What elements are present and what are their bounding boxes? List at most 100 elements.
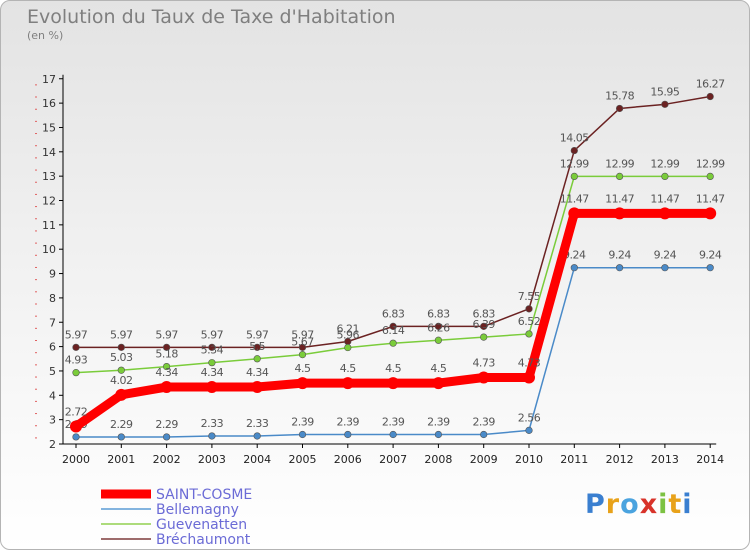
data-label: 5.03: [110, 351, 133, 364]
data-label: 2.39: [427, 416, 450, 429]
data-point: [344, 430, 352, 439]
y-tick-label: 7: [49, 316, 56, 329]
y-tick-label: 11: [42, 219, 56, 232]
y-tick-label: 5: [49, 365, 56, 378]
data-point: [251, 381, 264, 394]
data-point: [208, 359, 216, 367]
data-label: 2.39: [337, 416, 360, 429]
data-point: [253, 343, 261, 351]
data-point: [434, 336, 443, 344]
data-point: [160, 381, 173, 394]
data-label: 2.39: [472, 416, 495, 429]
data-label: 5.97: [65, 328, 88, 341]
x-tick-label: 2002: [153, 453, 181, 466]
data-point: [389, 430, 397, 439]
data-point: [525, 426, 533, 434]
data-label: 4.5: [385, 362, 401, 375]
data-label: 7.55: [518, 290, 541, 303]
x-tick-label: 2008: [424, 453, 452, 466]
y-unit-label: (en %): [27, 29, 64, 42]
x-tick-label: 2012: [606, 453, 634, 466]
data-label: 6.14: [382, 324, 405, 337]
data-label: 6.83: [427, 307, 450, 320]
x-tick-label: 2001: [107, 453, 135, 466]
x-tick-label: 2010: [515, 453, 543, 466]
data-point: [344, 343, 352, 352]
data-point: [570, 264, 578, 272]
x-tick-label: 2007: [379, 453, 407, 466]
data-point: [296, 377, 309, 390]
data-point: [208, 343, 216, 351]
data-label: 15.78: [605, 89, 634, 102]
data-label: 6.39: [472, 318, 495, 331]
y-tick-label: 8: [49, 292, 56, 305]
data-label: 6.21: [337, 322, 360, 335]
y-tick-label: 15: [42, 121, 56, 134]
data-label: 6.83: [472, 307, 495, 320]
y-tick-label: 12: [42, 195, 56, 208]
data-label: 9.24: [608, 249, 631, 262]
data-point: [706, 92, 714, 101]
data-label: 11.47: [650, 192, 679, 205]
data-label: 6.52: [518, 315, 541, 328]
data-label: 14.05: [560, 132, 589, 145]
data-label: 4.5: [430, 362, 446, 375]
data-point: [570, 146, 578, 155]
y-tick-label: 2: [49, 438, 56, 451]
data-label: 5.97: [155, 328, 178, 341]
data-label: 2.33: [201, 417, 224, 430]
data-point: [570, 172, 578, 180]
data-label: 11.47: [696, 192, 725, 205]
data-label: 4.34: [155, 366, 178, 379]
data-point: [205, 381, 218, 394]
data-point: [387, 377, 400, 390]
data-label: 16.27: [696, 78, 725, 91]
data-label: 11.47: [605, 192, 634, 205]
data-label: 5.97: [110, 328, 133, 341]
data-point: [341, 377, 354, 390]
data-label: 6.83: [382, 307, 405, 320]
data-point: [163, 343, 171, 351]
data-label: 9.24: [654, 249, 677, 262]
data-point: [434, 430, 443, 439]
data-point: [298, 351, 307, 359]
data-label: 4.02: [110, 374, 133, 387]
data-label: 4.73: [472, 357, 495, 370]
data-point: [615, 104, 624, 113]
legend-label: Bellemagny: [156, 502, 239, 518]
data-point: [117, 433, 125, 441]
y-tick-label: 17: [42, 73, 56, 86]
data-point: [163, 433, 171, 441]
data-point: [115, 388, 128, 401]
data-label: 5.96: [337, 329, 360, 342]
data-point: [477, 371, 490, 384]
data-point: [72, 433, 80, 441]
chart-title: Evolution du Taux de Taxe d'Habitation: [27, 6, 396, 28]
data-point: [480, 430, 488, 439]
y-tick-label: 16: [42, 97, 56, 110]
data-point: [72, 343, 80, 351]
data-point: [615, 264, 624, 272]
data-point: [615, 172, 624, 180]
data-label: 5.18: [155, 348, 178, 361]
data-label: 4.34: [201, 366, 224, 379]
data-point: [72, 369, 80, 377]
y-tick-label: 3: [49, 414, 56, 427]
data-label: 12.99: [650, 157, 679, 170]
data-point: [117, 366, 125, 374]
x-tick-label: 2009: [470, 453, 498, 466]
y-tick-label: 9: [49, 268, 56, 281]
data-label: 5.97: [291, 328, 314, 341]
data-point: [523, 371, 535, 384]
data-point: [389, 322, 397, 330]
data-point: [432, 377, 445, 390]
data-label: 15.95: [650, 85, 679, 98]
data-point: [704, 207, 717, 220]
data-label: 4.93: [65, 354, 88, 367]
data-label: 4.73: [518, 357, 541, 370]
proxiti-logo: Proxiti: [585, 489, 693, 520]
data-point: [661, 172, 669, 180]
data-point: [661, 264, 669, 272]
